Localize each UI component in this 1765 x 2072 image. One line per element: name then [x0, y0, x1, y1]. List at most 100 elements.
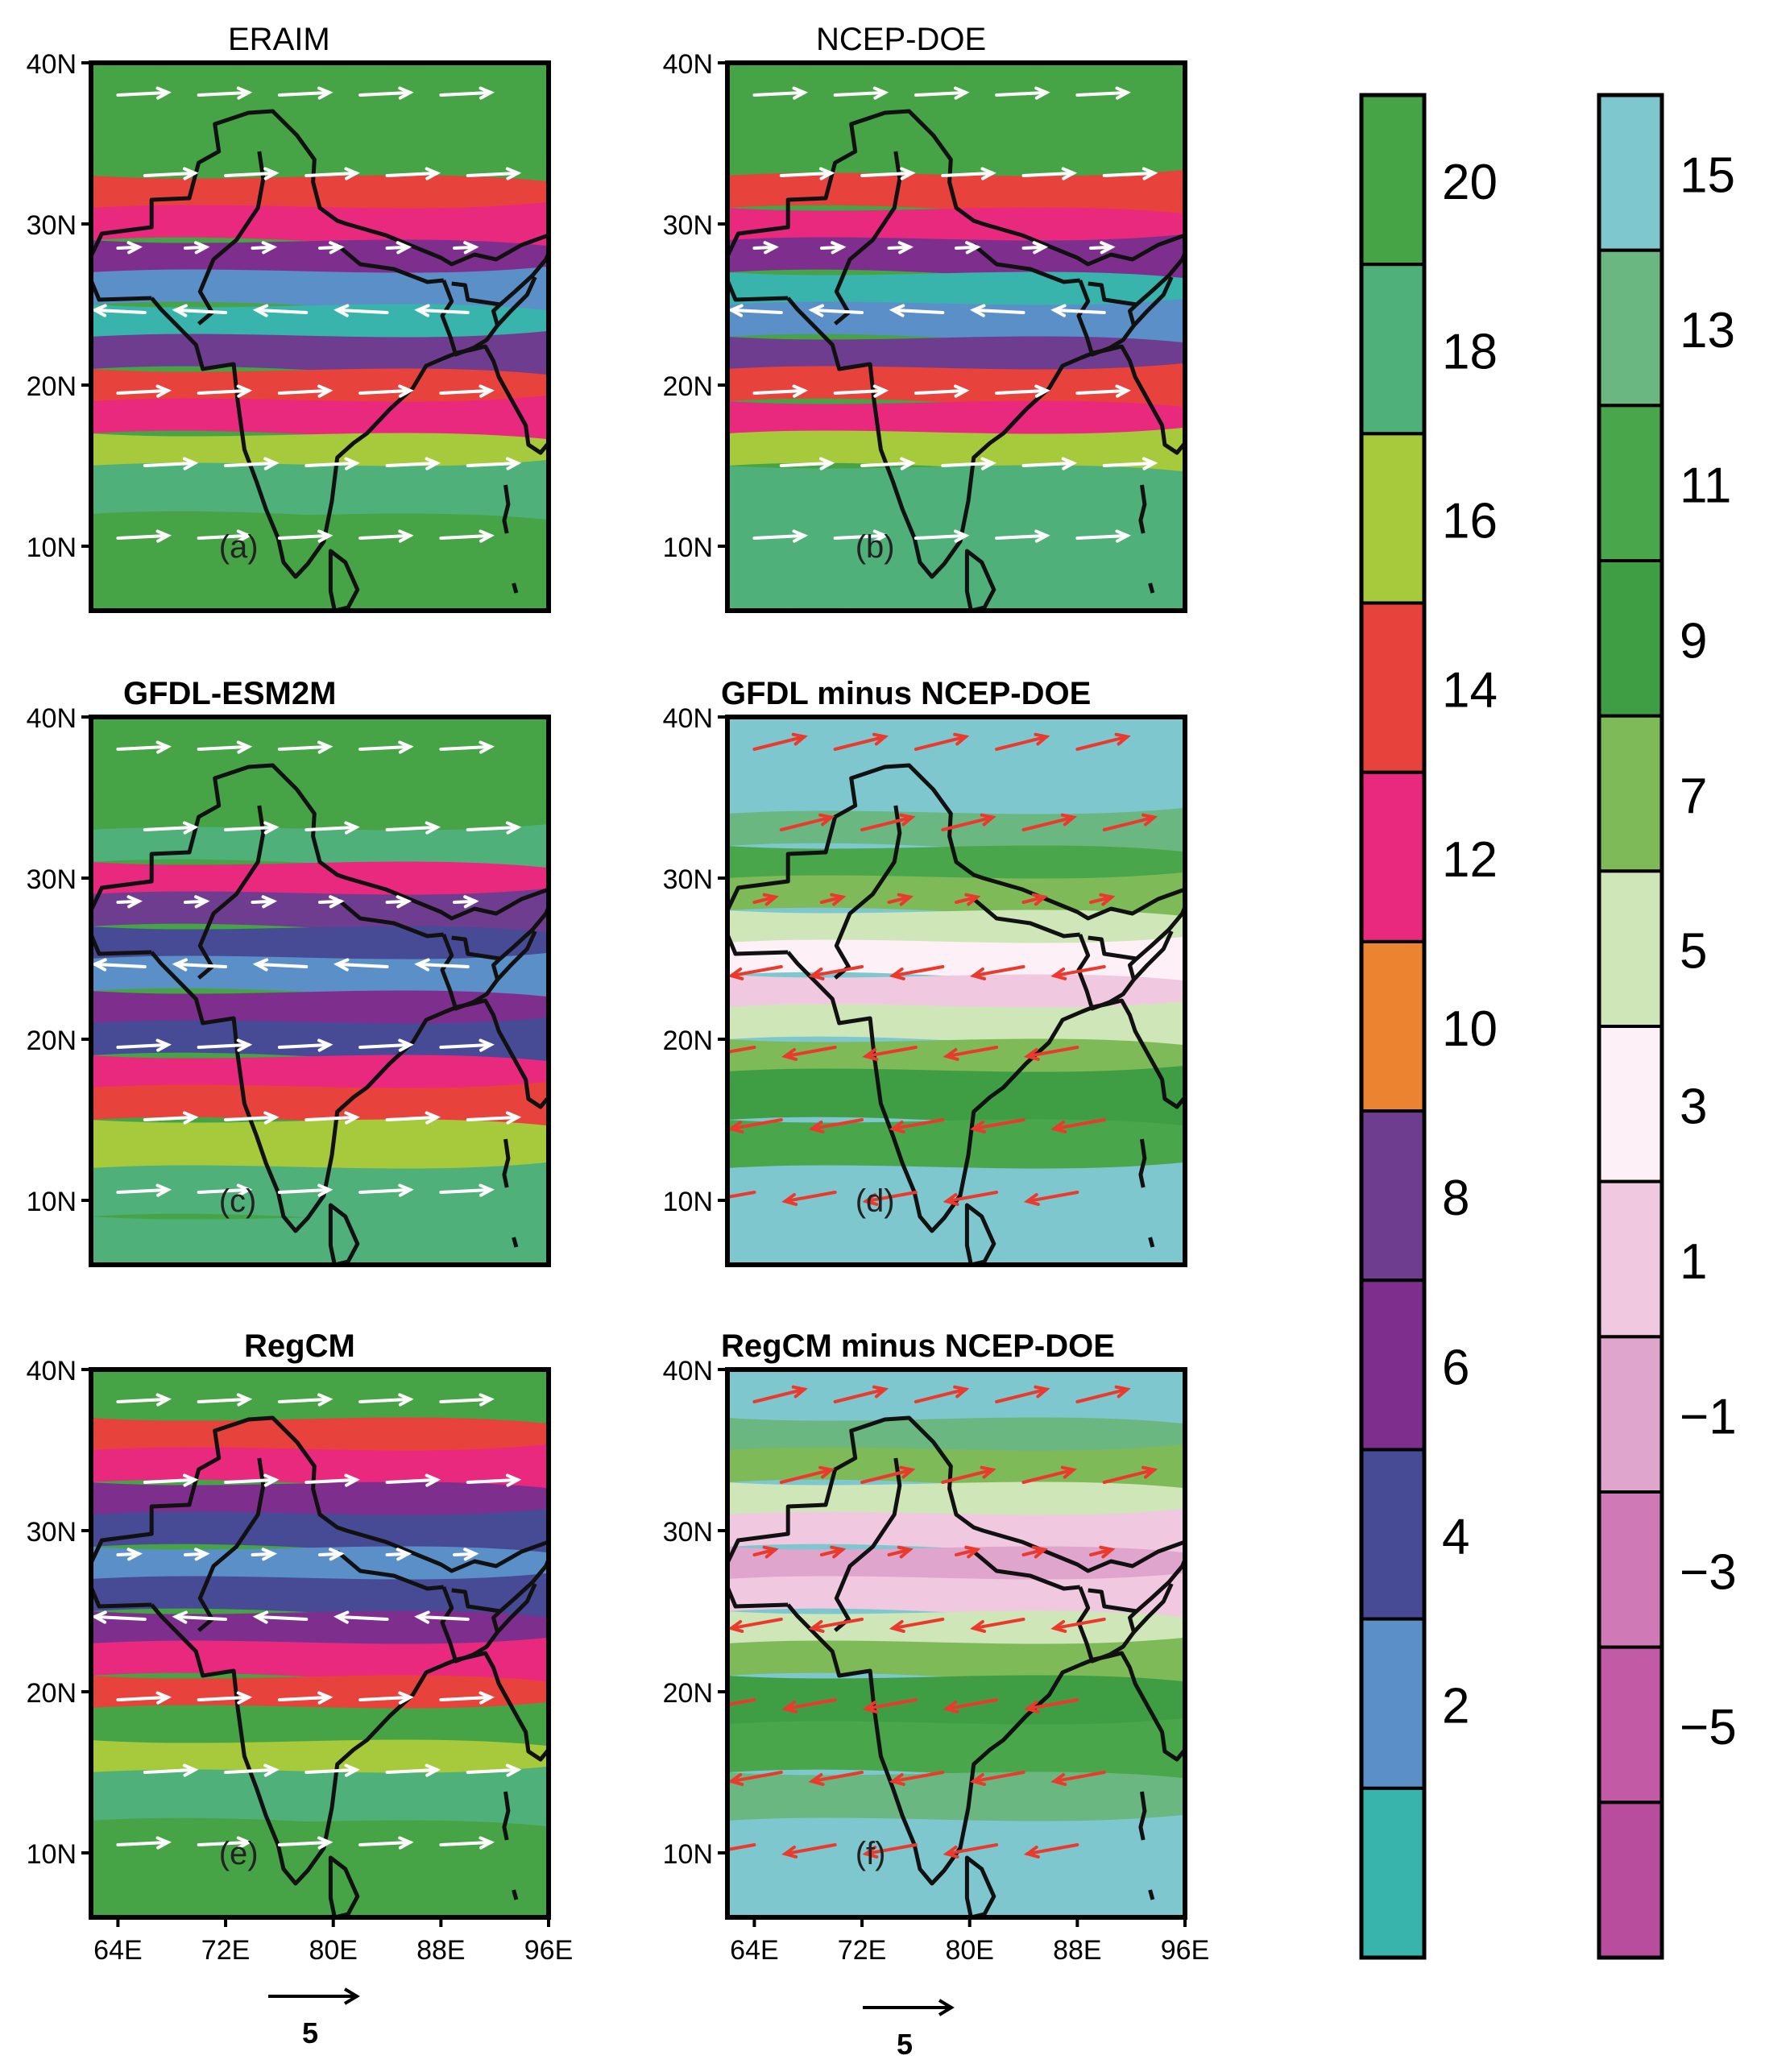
wind-arrow	[197, 744, 251, 751]
colorbar-swatch	[1597, 404, 1663, 563]
wind-arrow-head	[872, 529, 889, 543]
colorbar-difference: 15 13 11 9 7 5 3 1 −1 −3 −5	[1597, 93, 1737, 1960]
shade-band	[91, 395, 549, 445]
wind-arrow	[729, 1618, 783, 1631]
wind-arrow-head	[808, 304, 824, 317]
wind-arrow-head	[1034, 1385, 1050, 1399]
wind-arrow-head	[727, 1772, 744, 1786]
boundary-line	[150, 296, 549, 579]
wind-arrow-head	[236, 1393, 253, 1407]
colorbar-label: 11	[1680, 458, 1731, 514]
sri-lanka-outline	[328, 549, 360, 611]
panel-title: GFDL-ESM2M	[123, 676, 336, 711]
wind-arrow-head	[344, 1111, 360, 1125]
wind-arrow	[197, 1187, 251, 1194]
colorbar-swatch	[1597, 1801, 1663, 1959]
wind-arrow-head	[236, 1183, 253, 1197]
wind-arrow-head	[398, 384, 414, 398]
lat-tick-label: 40N	[27, 703, 77, 734]
panel-label: (b)	[856, 529, 895, 565]
wind-arrow	[224, 1477, 278, 1484]
shade-band	[727, 1675, 1185, 1735]
wind-arrow	[995, 1387, 1049, 1403]
wind-arrow	[1021, 171, 1075, 177]
wind-arrow	[864, 1191, 918, 1204]
wind-arrow	[729, 308, 783, 314]
wind-arrow-head	[964, 893, 981, 906]
wind-arrow-head	[344, 1473, 360, 1487]
wind-arrow	[466, 461, 520, 467]
panel-title: NCEP-DOE	[816, 22, 986, 57]
wind-arrow-head	[155, 740, 172, 754]
wind-arrow-head	[194, 895, 210, 909]
map-frame	[725, 60, 1187, 613]
wind-arrow	[224, 1767, 278, 1774]
colorbar-label: 5	[1680, 924, 1707, 980]
wind-arrow-head	[808, 1619, 825, 1633]
wind-arrow	[385, 1477, 439, 1484]
wind-arrow-head	[897, 1545, 914, 1559]
colorbar-swatch	[1597, 248, 1663, 408]
shade-band	[727, 169, 1185, 219]
boundary-line	[502, 1138, 511, 1188]
wind-arrow-head	[317, 1691, 334, 1705]
wind-arrow	[810, 1118, 864, 1131]
wind-arrow	[914, 735, 967, 751]
wind-arrow-head	[1060, 1465, 1077, 1479]
reference-vector-label: 5	[897, 2028, 913, 2061]
wind-arrow	[385, 825, 439, 831]
wind-arrow	[224, 825, 278, 831]
wind-arrow-head	[969, 304, 986, 317]
map-frame	[89, 1367, 551, 1920]
lon-tick-label: 96E	[524, 1935, 574, 1966]
sri-lanka-outline	[328, 1855, 360, 1917]
wind-arrow-head	[1050, 304, 1067, 317]
wind-arrow	[833, 90, 887, 97]
wind-arrow	[277, 1397, 331, 1403]
map-panel-b: NCEP-DOE (b) 40N 30N 20N 10N	[663, 22, 1187, 613]
wind-arrow	[833, 1387, 887, 1403]
wind-arrow-head	[943, 1845, 959, 1859]
colorbar-swatch	[1360, 1109, 1426, 1283]
boundary-line	[1132, 1582, 1174, 1634]
wind-arrow	[255, 308, 309, 314]
wind-arrow-head	[889, 1772, 905, 1786]
wind-arrow	[93, 308, 147, 314]
colorbar-swatch	[1360, 1278, 1426, 1452]
lon-tick-label: 72E	[201, 1935, 251, 1966]
wind-arrow-head	[943, 1047, 959, 1061]
wind-arrow-head	[344, 821, 360, 835]
boundary-line	[786, 296, 1185, 579]
colorbar-swatch	[1360, 601, 1426, 774]
boundary-line	[972, 897, 1080, 939]
shade-band	[727, 1001, 1185, 1051]
wind-arrow	[1025, 1046, 1079, 1059]
wind-arrow-head	[970, 1120, 987, 1133]
wind-arrow-head	[463, 241, 479, 255]
wind-arrow-head	[91, 304, 107, 317]
wind-arrow-head	[899, 813, 916, 827]
wind-arrow	[305, 1477, 358, 1484]
wind-arrow-head	[792, 86, 809, 100]
wind-arrow-head	[261, 1548, 278, 1561]
wind-arrow-head	[194, 1548, 210, 1561]
boundary-line	[440, 934, 503, 1011]
wind-arrow-head	[182, 1111, 199, 1125]
map-panel-c: GFDL-ESM2M (c) 40N 30N 20N 10N	[27, 676, 551, 1267]
panel-label: (f)	[856, 1836, 886, 1871]
wind-arrow-head	[900, 457, 916, 470]
wind-arrow-head	[425, 1111, 441, 1125]
boundary-line	[833, 1457, 902, 1632]
wind-vectors	[91, 86, 522, 543]
boundary-line	[495, 930, 537, 981]
colorbar-label: −5	[1680, 1700, 1737, 1755]
wind-arrow-head	[155, 529, 172, 543]
wind-arrow-head	[155, 1038, 172, 1052]
colorbar-swatch	[1360, 1617, 1426, 1790]
wind-arrow-head	[261, 241, 278, 255]
wind-arrow-head	[414, 1610, 430, 1624]
wind-arrow-head	[1050, 1772, 1067, 1786]
wind-arrow-head	[791, 732, 808, 746]
wind-arrow-head	[126, 241, 143, 255]
colorbar-wind-speed: 20 18 16 14 12 10 8 6 4 2	[1359, 93, 1498, 1960]
